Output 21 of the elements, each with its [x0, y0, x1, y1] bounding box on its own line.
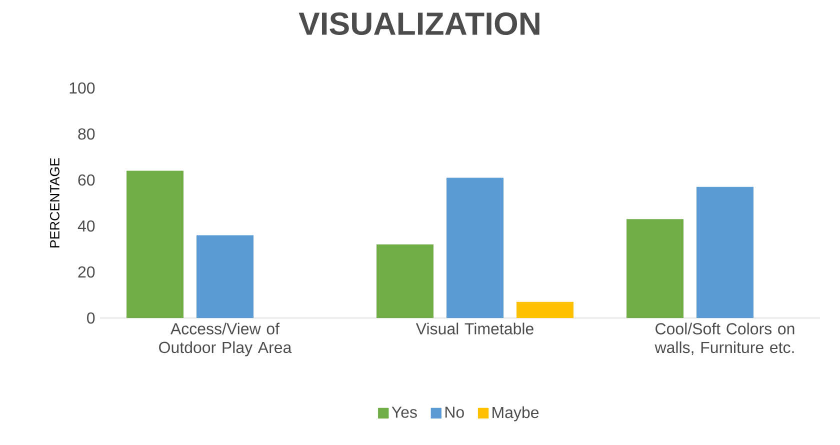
y-axis-title: PERCENTAGE [50, 158, 60, 248]
y-tick-label: 100 [70, 82, 95, 94]
y-tick-label: 60 [78, 174, 95, 186]
legend-label: No [445, 406, 464, 418]
y-tick-label: 40 [78, 220, 95, 232]
x-tick-label: Access/View of Outdoor Play Area [159, 322, 292, 356]
bar [376, 244, 434, 318]
x-tick-label: Cool/Soft Colors on walls, Furniture etc. [654, 322, 794, 356]
y-tick-label: 80 [78, 128, 95, 140]
bar [696, 186, 754, 318]
legend-label: Yes [392, 406, 417, 418]
x-tick-label: Visual Timetable [416, 322, 534, 334]
bar [126, 170, 184, 318]
chart-title: VISUALIZATION [298, 12, 540, 36]
y-tick-label: 20 [78, 266, 95, 278]
bar [196, 235, 254, 318]
bar [446, 178, 504, 318]
y-tick-label: 0 [87, 312, 95, 324]
legend-label: Maybe [492, 406, 539, 422]
bar [626, 219, 684, 318]
bar [516, 302, 574, 318]
